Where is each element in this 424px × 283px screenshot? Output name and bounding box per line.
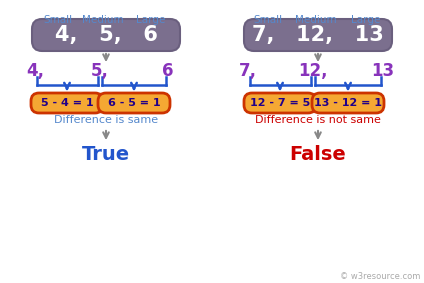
Text: Small: Small xyxy=(43,15,73,25)
FancyBboxPatch shape xyxy=(31,93,103,113)
Text: False: False xyxy=(290,145,346,164)
Text: Medium: Medium xyxy=(82,15,124,25)
Text: 13 - 12 = 1: 13 - 12 = 1 xyxy=(314,98,382,108)
Text: 13: 13 xyxy=(371,62,395,80)
Text: 12,: 12, xyxy=(298,62,328,80)
Text: Difference is same: Difference is same xyxy=(54,115,158,125)
FancyBboxPatch shape xyxy=(244,93,316,113)
FancyBboxPatch shape xyxy=(244,19,392,51)
Text: Difference is not same: Difference is not same xyxy=(255,115,381,125)
FancyBboxPatch shape xyxy=(32,19,180,51)
Text: 6 - 5 = 1: 6 - 5 = 1 xyxy=(108,98,160,108)
Text: 7,   12,   13: 7, 12, 13 xyxy=(252,25,384,45)
Text: © w3resource.com: © w3resource.com xyxy=(340,272,420,281)
Text: 6: 6 xyxy=(162,62,174,80)
Text: Small: Small xyxy=(254,15,282,25)
FancyBboxPatch shape xyxy=(98,93,170,113)
Text: Large: Large xyxy=(136,15,166,25)
Text: 5,: 5, xyxy=(91,62,109,80)
Text: 12 - 7 = 5: 12 - 7 = 5 xyxy=(250,98,310,108)
FancyBboxPatch shape xyxy=(312,93,384,113)
Text: Large: Large xyxy=(351,15,381,25)
Text: Medium: Medium xyxy=(295,15,337,25)
Text: 4,   5,   6: 4, 5, 6 xyxy=(55,25,157,45)
Text: 4,: 4, xyxy=(26,62,44,80)
Text: 5 - 4 = 1: 5 - 4 = 1 xyxy=(41,98,93,108)
Text: True: True xyxy=(82,145,130,164)
Text: 7,: 7, xyxy=(239,62,257,80)
